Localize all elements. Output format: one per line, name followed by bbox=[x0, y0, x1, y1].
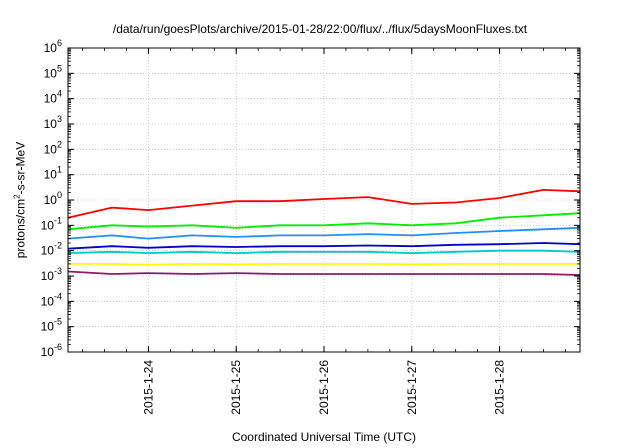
series-line bbox=[67, 242, 581, 250]
y-tick-label: 103 bbox=[44, 114, 62, 131]
y-tick-label: 10-3 bbox=[41, 266, 62, 283]
grid-layer bbox=[68, 47, 580, 353]
x-axis-label: Coordinated Universal Time (UTC) bbox=[231, 430, 417, 444]
y-tick-label: 105 bbox=[44, 63, 62, 80]
y-axis-label-sup: 2 bbox=[12, 194, 22, 199]
x-tick-label: 2015-1-24 bbox=[141, 360, 155, 415]
y-tick-label: 10-4 bbox=[41, 291, 62, 308]
series-line bbox=[67, 188, 581, 219]
series-line bbox=[67, 212, 581, 231]
y-axis-label: protons/cm2-s-sr-MeV bbox=[13, 142, 28, 258]
y-tick-label: 100 bbox=[44, 190, 62, 207]
x-tick-label: 2015-1-26 bbox=[317, 360, 331, 415]
series-line bbox=[67, 249, 581, 255]
axes-layer bbox=[67, 47, 581, 353]
y-axis-label-prefix: protons/cm bbox=[13, 198, 28, 259]
y-axis-label-suffix: -s-sr-MeV bbox=[13, 141, 28, 195]
series-line bbox=[67, 226, 581, 240]
series-line bbox=[68, 262, 580, 266]
x-tick-label: 2015-1-27 bbox=[405, 360, 419, 415]
series-line bbox=[67, 270, 581, 276]
y-tick-label: 10-2 bbox=[41, 241, 62, 258]
x-tick-label: 2015-1-25 bbox=[229, 360, 243, 415]
chart-title: /data/run/goesPlots/archive/2015-01-28/2… bbox=[112, 22, 528, 36]
y-tick-label: 102 bbox=[44, 139, 62, 156]
series-layer bbox=[67, 188, 581, 276]
y-tick-label: 10-1 bbox=[41, 215, 62, 232]
plot-frame bbox=[67, 47, 581, 353]
y-tick-label: 106 bbox=[44, 38, 62, 55]
x-tick-label: 2015-1-28 bbox=[493, 360, 507, 415]
y-tick-label: 104 bbox=[44, 89, 62, 106]
y-tick-label: 10-6 bbox=[41, 342, 62, 359]
y-tick-label: 101 bbox=[44, 165, 62, 182]
tick-label-layer: 10-6 10-5 10-4 10-3 10-2 10-1 100 101 102 103 104 1… bbox=[41, 38, 507, 415]
y-tick-label: 10-5 bbox=[41, 317, 62, 334]
